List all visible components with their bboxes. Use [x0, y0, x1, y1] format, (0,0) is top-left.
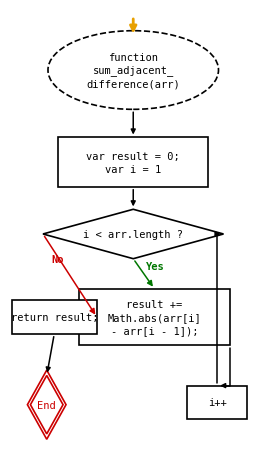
- Text: Yes: Yes: [146, 262, 165, 272]
- Text: function
sum_adjacent_
difference(arr): function sum_adjacent_ difference(arr): [86, 53, 180, 89]
- Ellipse shape: [48, 32, 218, 110]
- FancyBboxPatch shape: [58, 138, 209, 188]
- FancyBboxPatch shape: [12, 300, 97, 334]
- Text: End: End: [37, 400, 56, 410]
- Polygon shape: [43, 210, 224, 259]
- Text: No: No: [52, 255, 64, 265]
- Text: i++: i++: [208, 398, 227, 408]
- FancyBboxPatch shape: [79, 290, 230, 345]
- Text: i < arr.length ?: i < arr.length ?: [83, 230, 183, 239]
- Text: var result = 0;
var i = 1: var result = 0; var i = 1: [86, 152, 180, 174]
- FancyBboxPatch shape: [187, 386, 247, 419]
- Text: result +=
Math.abs(arr[i]
- arr[i - 1]);: result += Math.abs(arr[i] - arr[i - 1]);: [108, 299, 202, 335]
- Text: return result;: return result;: [10, 313, 98, 322]
